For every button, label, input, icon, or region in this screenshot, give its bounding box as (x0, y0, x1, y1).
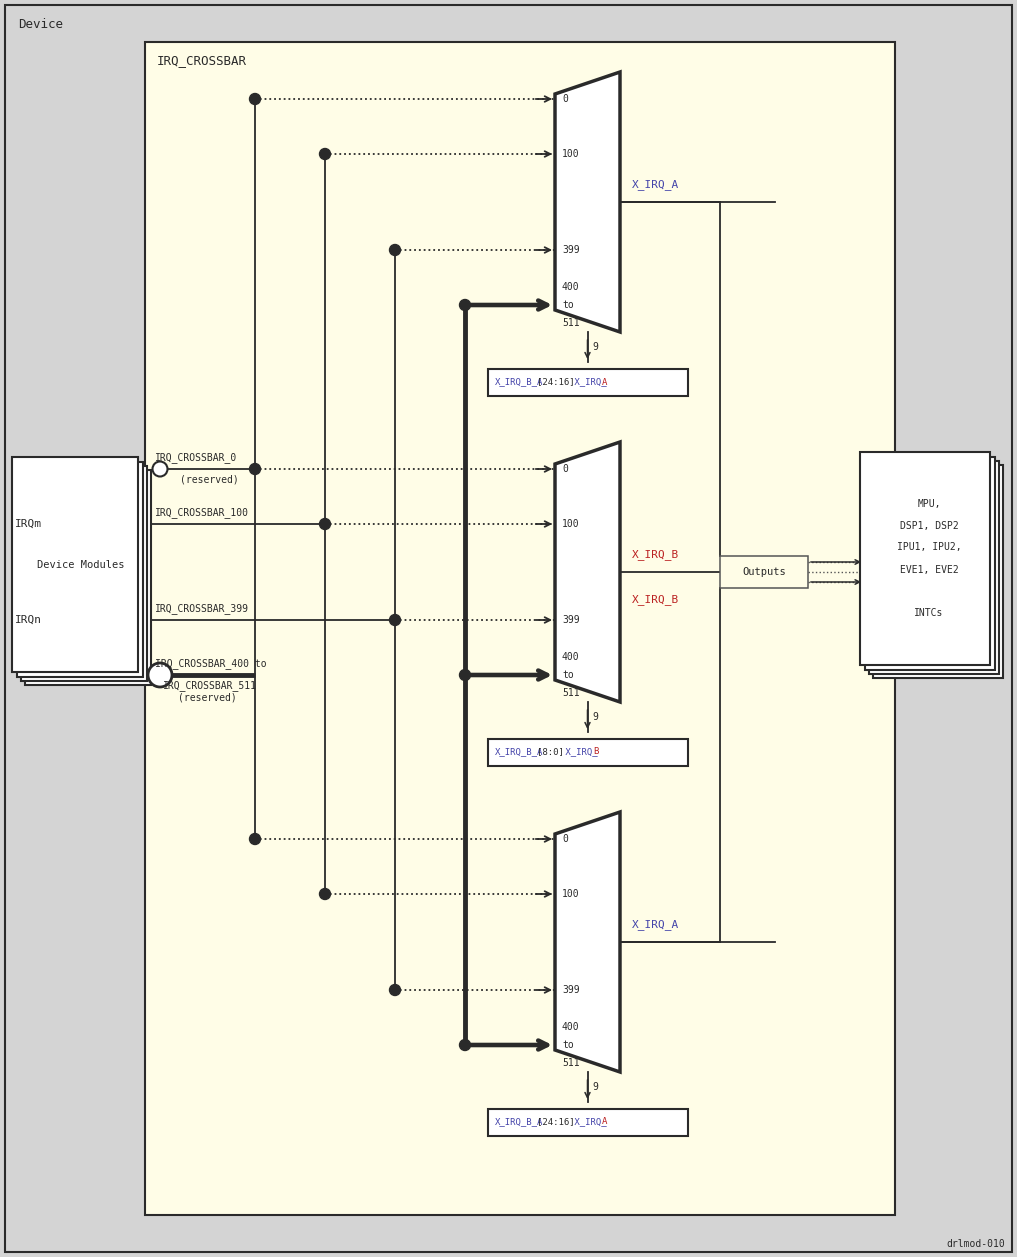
Text: drlmod-010: drlmod-010 (946, 1239, 1005, 1249)
Circle shape (319, 148, 331, 160)
Text: IRQ_CROSSBAR_399: IRQ_CROSSBAR_399 (155, 603, 249, 613)
Circle shape (319, 518, 331, 529)
Text: 0: 0 (562, 833, 567, 843)
Text: [8:0]: [8:0] (537, 748, 563, 757)
Text: EVE1, EVE2: EVE1, EVE2 (900, 564, 958, 574)
Text: IRQm: IRQm (15, 519, 42, 529)
Text: X_IRQ_B_A: X_IRQ_B_A (494, 1117, 543, 1126)
Text: 100: 100 (562, 519, 580, 529)
Text: X_IRQ_: X_IRQ_ (560, 748, 598, 757)
Text: to: to (562, 300, 574, 310)
Polygon shape (555, 72, 620, 332)
Circle shape (153, 461, 168, 476)
Bar (145, 41, 895, 1216)
Bar (21, 466, 147, 681)
Text: X_IRQ_B_A: X_IRQ_B_A (494, 748, 543, 757)
Text: X_IRQ_B: X_IRQ_B (632, 595, 679, 605)
Text: X_IRQ_: X_IRQ_ (570, 377, 607, 386)
Text: 100: 100 (562, 150, 580, 158)
Text: IRQ_CROSSBAR_400 to: IRQ_CROSSBAR_400 to (155, 659, 266, 669)
Text: X_IRQ_A: X_IRQ_A (632, 919, 679, 930)
Text: [24:16]: [24:16] (537, 1117, 575, 1126)
Circle shape (249, 93, 260, 104)
Bar (487, 368, 687, 396)
Text: INTCs: INTCs (914, 608, 944, 618)
Text: 399: 399 (562, 615, 580, 625)
Bar (869, 461, 999, 674)
Text: 0: 0 (562, 94, 567, 104)
Text: IRQ_CROSSBAR: IRQ_CROSSBAR (157, 54, 247, 67)
Text: IRQ_CROSSBAR_0: IRQ_CROSSBAR_0 (155, 453, 237, 463)
Text: X_IRQ_: X_IRQ_ (570, 1117, 607, 1126)
Text: 9: 9 (593, 342, 598, 352)
Circle shape (390, 615, 401, 626)
Text: Outputs: Outputs (742, 567, 786, 577)
Circle shape (460, 299, 471, 310)
Bar (873, 465, 1003, 678)
Bar (17, 463, 143, 678)
Bar (720, 556, 807, 588)
Polygon shape (555, 812, 620, 1072)
Bar (487, 1109, 687, 1135)
Circle shape (460, 1040, 471, 1051)
Bar (25, 470, 151, 685)
Text: (reserved): (reserved) (180, 475, 239, 485)
Text: DSP1, DSP2: DSP1, DSP2 (900, 520, 958, 530)
Bar (12, 458, 138, 672)
Bar (865, 458, 995, 670)
Text: IRQ_CROSSBAR_100: IRQ_CROSSBAR_100 (155, 507, 249, 518)
Text: MPU,: MPU, (917, 499, 941, 509)
Text: 400: 400 (562, 1022, 580, 1032)
Text: B: B (593, 748, 598, 757)
Text: 400: 400 (562, 652, 580, 662)
Bar (860, 453, 990, 665)
Bar (487, 739, 687, 766)
Text: X_IRQ_A: X_IRQ_A (632, 178, 679, 190)
Text: (reserved): (reserved) (178, 693, 237, 703)
Text: A: A (602, 1117, 607, 1126)
Text: to: to (562, 1040, 574, 1050)
Text: A: A (602, 377, 607, 386)
Text: 511: 511 (562, 318, 580, 328)
Text: IRQ_CROSSBAR_511: IRQ_CROSSBAR_511 (163, 680, 257, 691)
Text: 9: 9 (593, 1082, 598, 1092)
Circle shape (390, 984, 401, 996)
Circle shape (460, 670, 471, 680)
Text: to: to (562, 670, 574, 680)
Text: 0: 0 (562, 464, 567, 474)
Text: 511: 511 (562, 1058, 580, 1068)
Text: IRQn: IRQn (15, 615, 42, 625)
Text: Device: Device (18, 18, 63, 31)
Circle shape (390, 245, 401, 255)
Circle shape (249, 833, 260, 845)
Circle shape (319, 889, 331, 900)
Circle shape (148, 662, 172, 688)
Text: 100: 100 (562, 889, 580, 899)
Text: X_IRQ_B: X_IRQ_B (632, 549, 679, 561)
Text: Device Modules: Device Modules (38, 559, 125, 569)
Circle shape (249, 464, 260, 474)
Polygon shape (555, 442, 620, 701)
Text: 400: 400 (562, 282, 580, 292)
Text: 9: 9 (593, 711, 598, 722)
Text: IPU1, IPU2,: IPU1, IPU2, (897, 543, 961, 553)
Text: 399: 399 (562, 985, 580, 996)
Text: 399: 399 (562, 245, 580, 255)
Text: [24:16]: [24:16] (537, 377, 575, 386)
Text: X_IRQ_B_A: X_IRQ_B_A (494, 377, 543, 386)
Text: 511: 511 (562, 688, 580, 698)
